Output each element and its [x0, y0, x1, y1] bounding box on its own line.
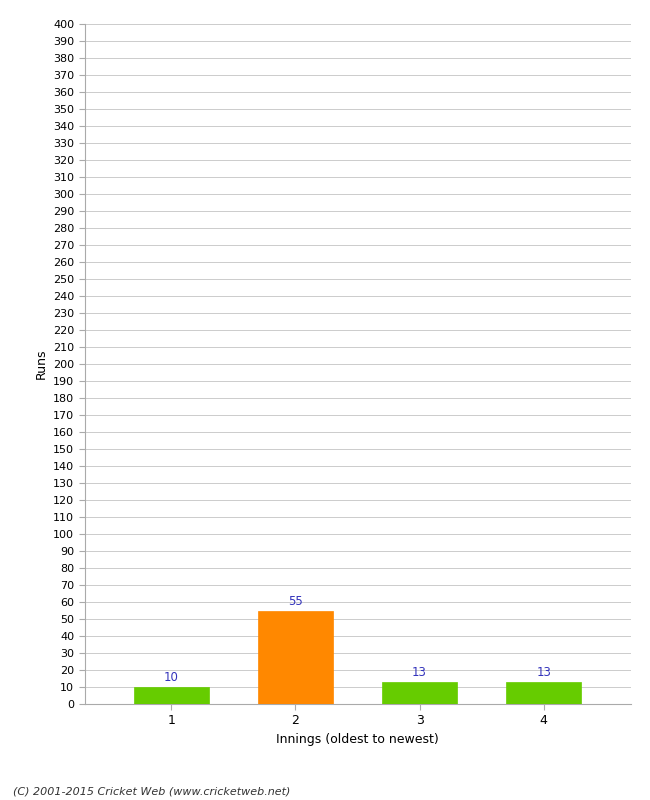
- Text: 13: 13: [412, 666, 427, 679]
- Text: 13: 13: [536, 666, 551, 679]
- Y-axis label: Runs: Runs: [34, 349, 47, 379]
- Text: 55: 55: [288, 595, 303, 608]
- X-axis label: Innings (oldest to newest): Innings (oldest to newest): [276, 733, 439, 746]
- Bar: [382, 682, 457, 704]
- Text: 10: 10: [164, 671, 179, 685]
- Bar: [134, 687, 209, 704]
- Text: (C) 2001-2015 Cricket Web (www.cricketweb.net): (C) 2001-2015 Cricket Web (www.cricketwe…: [13, 786, 291, 796]
- Bar: [258, 610, 333, 704]
- Bar: [506, 682, 581, 704]
